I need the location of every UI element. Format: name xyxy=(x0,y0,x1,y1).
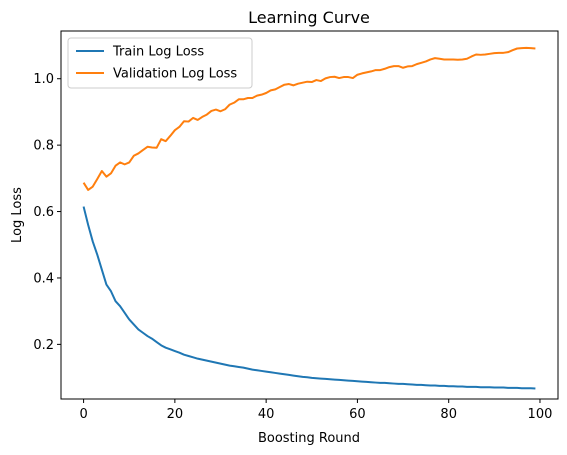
train-log-loss-line xyxy=(82,206,536,390)
legend-box xyxy=(67,37,253,89)
legend: Train Log Loss Validation Log Loss xyxy=(67,37,253,89)
y-axis-ticks: 0.2 0.4 0.6 0.8 1.0 xyxy=(33,72,61,353)
x-tick-label: 40 xyxy=(258,407,275,422)
validation-log-loss-line xyxy=(82,46,536,191)
x-axis-ticks: 0 20 40 60 80 100 xyxy=(79,399,552,422)
y-tick-label: 0.6 xyxy=(33,205,54,220)
legend-label-validation: Validation Log Loss xyxy=(113,67,237,82)
x-tick-label: 60 xyxy=(349,407,366,422)
chart-title: Learning Curve xyxy=(248,8,370,27)
y-axis-label: Log Loss xyxy=(10,187,25,243)
plot-area: 0 20 40 60 80 100 0.2 0.4 0.6 0.8 1.0 xyxy=(33,30,559,422)
x-axis-label: Boosting Round xyxy=(258,431,360,446)
y-tick-label: 0.2 xyxy=(33,338,54,353)
x-tick-label: 20 xyxy=(167,407,184,422)
x-tick-label: 80 xyxy=(440,407,457,422)
y-tick-label: 1.0 xyxy=(33,72,54,87)
series-layer xyxy=(82,46,536,390)
y-tick-label: 0.8 xyxy=(33,139,54,154)
legend-label-train: Train Log Loss xyxy=(112,45,204,60)
x-tick-label: 0 xyxy=(79,407,87,422)
axes-frame xyxy=(60,30,559,400)
x-tick-label: 100 xyxy=(528,407,553,422)
y-tick-label: 0.4 xyxy=(33,271,54,286)
